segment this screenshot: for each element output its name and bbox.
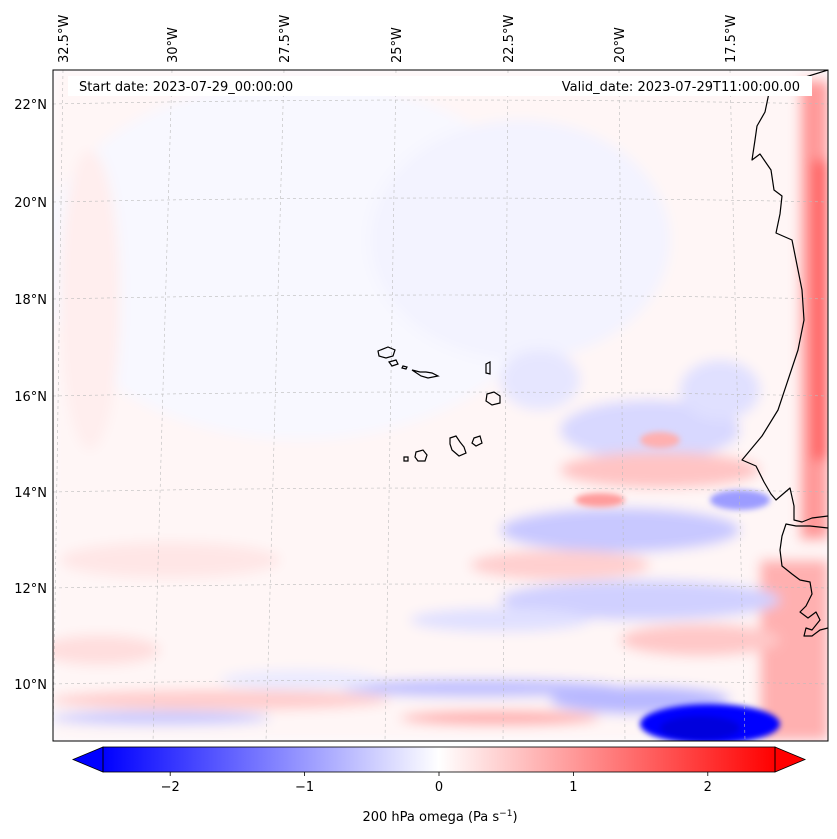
lat-label: 12°N [14,582,47,597]
colorbar-max-extend [774,746,807,773]
lon-label: 22.5°W [502,15,517,63]
lat-label: 14°N [14,486,47,501]
map-frame [52,69,829,742]
valid-date-label: Valid_date: 2023-07-29T11:00:00.00 [562,80,800,95]
colorbar-tick-label: 1 [569,780,577,795]
lon-label: 27.5°W [278,15,293,63]
graticule [53,70,828,741]
lat-label: 10°N [14,678,47,693]
valid-date-box [300,76,812,96]
latitude-labels: 22°N 20°N 18°N 16°N 14°N 12°N 10°N [14,98,47,693]
lat-label: 16°N [14,390,47,405]
africa-coastline [741,70,828,523]
sao-nicolau-island [411,369,440,379]
sal-island [485,361,491,375]
colorbar-label: 200 hPa omega (Pa s−1) [362,809,517,825]
brava-island [403,456,409,462]
lon-label: 20°W [613,27,628,63]
santo-antao-island [377,346,396,359]
map-panel: Start date: 2023-07-29_00:00:00 Valid_da… [52,69,829,742]
maio-island [471,435,483,447]
colorbar-tick-label: 0 [435,780,443,795]
sao-vicente-island [387,359,399,367]
lat-label: 18°N [14,293,47,308]
colorbar-tick-label: 2 [704,780,712,795]
guinea-coastline [779,523,828,637]
colorbar-min-extend [71,746,104,773]
start-date-label: Start date: 2023-07-29_00:00:00 [79,80,293,95]
colorbar-tick-label: −2 [161,780,180,795]
colorbar-ticks: −2 −1 0 1 2 [161,772,712,795]
santiago-island [449,435,467,457]
cape-verde-islands [377,346,501,462]
coastline [741,70,828,637]
boa-vista-island [485,391,501,406]
fogo-island [414,449,428,462]
colorbar-gradient [103,747,775,772]
colorbar-tick-label: −1 [295,780,314,795]
start-date-box [68,76,304,96]
lat-label: 22°N [14,98,47,113]
lon-label: 32.5°W [57,15,72,63]
lon-label: 17.5°W [724,15,739,63]
longitude-labels: 32.5°W 30°W 27.5°W 25°W 22.5°W 20°W 17.5… [57,15,739,63]
omega-field [53,70,828,741]
colorbar: −2 −1 0 1 2 200 hPa omega (Pa s−1) [71,746,807,825]
lat-label: 20°N [14,196,47,211]
lon-label: 30°W [166,27,181,63]
santa-luzia-island [401,365,408,370]
lon-label: 25°W [390,27,405,63]
